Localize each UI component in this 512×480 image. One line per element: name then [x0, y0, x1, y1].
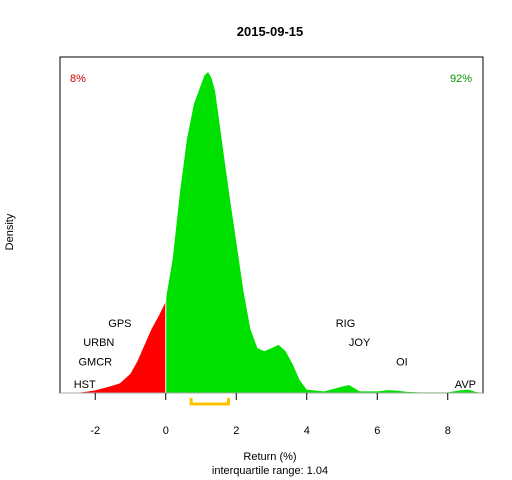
x-tick-label: 4	[304, 425, 310, 437]
iqr-bracket-line	[189, 398, 230, 406]
ticker-annotation: JOY	[349, 337, 371, 349]
iqr-caption: interquartile range: 1.04	[212, 465, 328, 477]
chart-title: 2015-09-15	[237, 24, 304, 39]
ticker-annotation: GMCR	[78, 356, 112, 368]
y-axis-label: Density	[4, 213, 16, 250]
x-tick-label: 6	[374, 425, 380, 437]
plot-frame	[59, 56, 484, 394]
ticker-annotation: HST	[74, 379, 96, 391]
x-axis-label: Return (%)	[243, 451, 296, 463]
density-area-layer	[74, 72, 484, 393]
x-tick-label: 2	[233, 425, 239, 437]
ticker-annotation: RIG	[336, 318, 356, 330]
negative-share-label: 8%	[70, 73, 86, 85]
ticker-annotation: URBN	[83, 337, 114, 349]
x-axis: -2 0 2 4 6 8	[90, 393, 451, 437]
ticker-annotation: OI	[396, 356, 408, 368]
positive-share-label: 92%	[450, 73, 472, 85]
iqr-bracket	[189, 398, 230, 406]
negative-density-area	[74, 299, 166, 393]
x-tick-label: 8	[445, 425, 451, 437]
annotation-layer: GPS URBN GMCR HST RIG JOY OI AVP	[74, 318, 476, 391]
x-tick-label: 0	[163, 425, 169, 437]
x-tick-label: -2	[90, 425, 100, 437]
ticker-annotation: AVP	[455, 379, 476, 391]
ticker-annotation: GPS	[108, 318, 131, 330]
positive-density-area	[165, 72, 484, 393]
